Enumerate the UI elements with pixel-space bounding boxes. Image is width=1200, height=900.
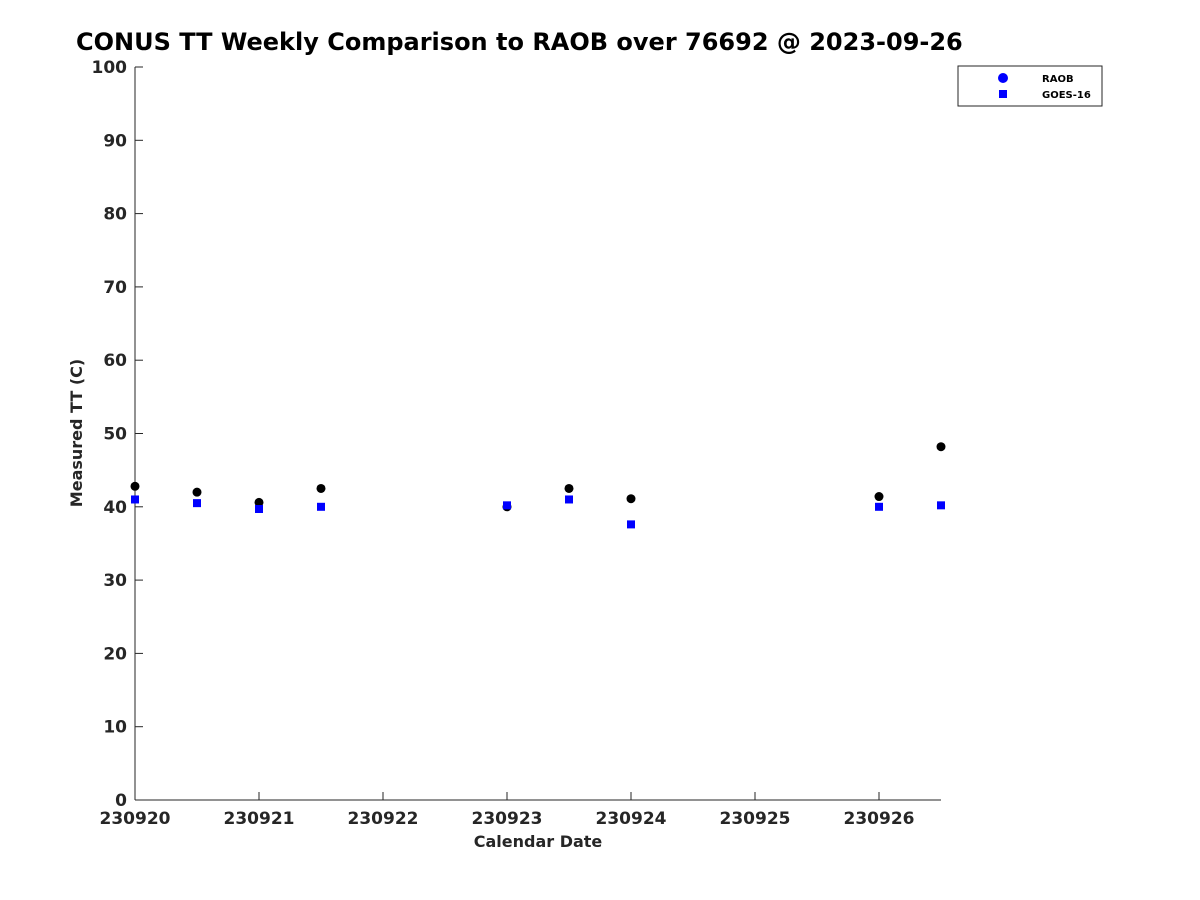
y-tick-label: 10 xyxy=(103,718,127,738)
y-tick-label: 20 xyxy=(103,644,127,664)
legend-entry-label: RAOB xyxy=(1042,74,1074,85)
x-tick-label: 230920 xyxy=(100,809,171,829)
data-point-circle xyxy=(192,487,202,497)
x-tick-label: 230921 xyxy=(224,809,295,829)
data-point-square xyxy=(627,520,635,529)
y-tick-label: 90 xyxy=(103,131,127,151)
y-axis-label: Measured TT (C) xyxy=(67,359,86,507)
x-tick-label: 230923 xyxy=(472,809,543,829)
data-point-square xyxy=(193,499,201,508)
legend: RAOB GOES-16 xyxy=(957,65,1103,107)
axes xyxy=(134,67,941,801)
x-tick-label: 230924 xyxy=(596,809,667,829)
data-point-square xyxy=(875,502,883,511)
y-tick-label: 50 xyxy=(103,425,127,445)
legend-marker-circle xyxy=(998,73,1008,83)
series-raob xyxy=(130,442,946,512)
data-point-circle xyxy=(316,483,326,493)
legend-entry-label: GOES-16 xyxy=(1042,90,1091,101)
data-point-square xyxy=(937,501,945,510)
legend-box xyxy=(957,65,1103,107)
y-tick-label: 60 xyxy=(103,351,127,371)
y-tick-label: 100 xyxy=(92,58,128,78)
y-tick-label: 80 xyxy=(103,205,127,225)
x-tick-label: 230925 xyxy=(720,809,791,829)
data-point-square xyxy=(503,501,511,510)
series-goes-16 xyxy=(131,495,945,529)
y-tick-label: 40 xyxy=(103,498,127,518)
data-point-square xyxy=(565,495,573,504)
data-point-circle xyxy=(626,494,636,504)
data-point-circle xyxy=(874,492,884,502)
data-point-square xyxy=(255,504,263,513)
x-axis-label: Calendar Date xyxy=(474,832,603,851)
y-tick-label: 30 xyxy=(103,571,127,591)
legend-marker-square xyxy=(999,90,1007,98)
x-tick-label: 230926 xyxy=(844,809,915,829)
data-point-square xyxy=(131,495,139,504)
data-point-circle xyxy=(936,442,946,452)
ticks: 0 10 20 30 40 50 60 70 80 90 100 230920 230921 230922… xyxy=(92,58,915,829)
y-tick-label: 70 xyxy=(103,278,127,298)
x-tick-label: 230922 xyxy=(348,809,419,829)
y-tick-label: 0 xyxy=(115,791,127,811)
chart-title: CONUS TT Weekly Comparison to RAOB over … xyxy=(76,28,963,56)
data-point-circle xyxy=(564,483,574,493)
data-point-square xyxy=(317,502,325,511)
data-marks xyxy=(130,442,946,529)
data-point-circle xyxy=(254,497,264,507)
data-point-circle xyxy=(130,481,140,491)
